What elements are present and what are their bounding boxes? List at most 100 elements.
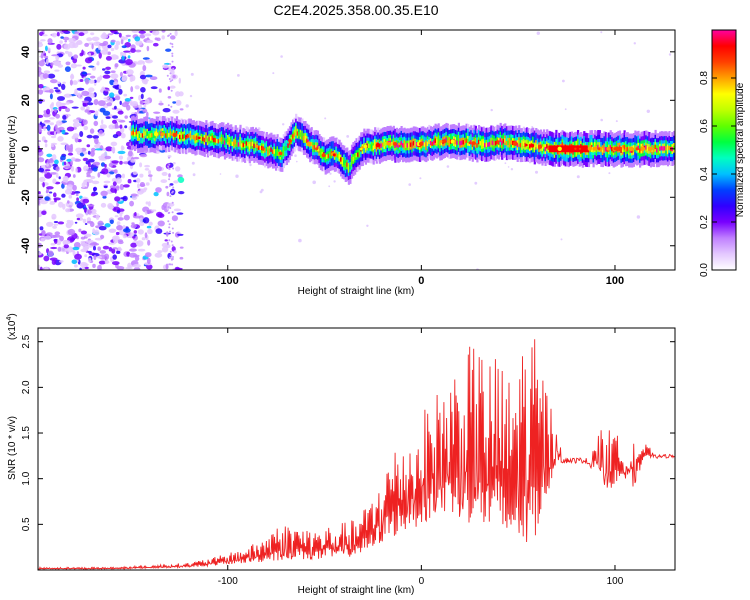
- spectrogram-noise-blob: [80, 230, 87, 235]
- spectrogram-noise-blob: [62, 115, 67, 120]
- spectrogram-noise-dot: [171, 43, 174, 46]
- spectrogram-noise-blob: [98, 155, 106, 160]
- spectrogram-noise-blob: [77, 92, 81, 98]
- spectrogram-noise-blob: [81, 100, 89, 104]
- spectrogram-noise-blob: [76, 87, 85, 91]
- spectrogram-noise-blob: [39, 266, 43, 270]
- spectrogram-ridge-cell: [459, 141, 462, 146]
- spectrogram-noise-dot: [329, 172, 332, 175]
- spectrogram-noise-blob: [123, 228, 131, 233]
- spectrogram-noise-blob: [93, 229, 100, 236]
- spectrogram-ridge-cell: [251, 141, 254, 147]
- spectrogram-noise-blob: [133, 230, 137, 234]
- spectrogram-noise-dot: [328, 185, 331, 188]
- spectrogram-noise-dot: [333, 180, 336, 183]
- spectrogram-noise-blob: [177, 233, 184, 236]
- spectrogram-noise-blob: [65, 144, 70, 151]
- colorbar-tick-label: 0.0: [699, 263, 710, 277]
- spectrogram-noise-blob: [57, 221, 65, 225]
- spectrogram-noise-blob: [44, 196, 50, 201]
- spectrogram-ridge-cell: [481, 142, 484, 147]
- spectrogram-noise-blob: [83, 165, 89, 172]
- spectrogram-noise-blob: [60, 36, 64, 39]
- spectrogram-ridge-cell: [436, 139, 439, 144]
- spectrogram-noise-blob: [117, 110, 124, 115]
- spectrogram-noise-blob: [133, 215, 142, 219]
- spectrogram-noise-blob: [55, 30, 61, 33]
- spectrogram-noise-blob: [127, 55, 131, 59]
- spectrogram-noise-blob: [123, 184, 130, 188]
- spectrogram-noise-blob: [88, 87, 95, 92]
- spectrogram-noise-blob: [109, 219, 114, 225]
- spectrogram-noise-blob: [38, 140, 41, 143]
- spectrogram-ridge-peak: [597, 147, 601, 151]
- spectrogram-ridge-cell: [426, 141, 429, 146]
- spectrogram-ridge-cell: [268, 148, 271, 153]
- spectrogram-noise-blob: [92, 161, 101, 166]
- spectrogram-ridge-peak: [525, 143, 528, 147]
- spectrogram-noise-blob: [57, 136, 64, 142]
- spectrogram-noise-blob: [42, 34, 48, 37]
- spectrogram-ridge-cell: [346, 162, 349, 167]
- spectrogram-noise-blob: [87, 161, 91, 168]
- spectrogram-noise-blob: [63, 179, 69, 183]
- spectrogram-noise-blob: [100, 162, 106, 167]
- spectrogram-noise-blob: [155, 187, 162, 193]
- spectrogram-noise-blob: [137, 248, 146, 252]
- spectrogram-ridge-cell: [434, 138, 437, 143]
- spectrogram-noise-dot: [282, 123, 285, 126]
- spectrogram-noise-blob: [61, 183, 65, 189]
- spectrogram-ridge-cell: [454, 139, 457, 145]
- spectrogram-ridge-cell: [521, 142, 524, 148]
- spectrogram-noise-blob: [117, 150, 126, 155]
- spectrogram-ridge-cell: [381, 142, 385, 147]
- spectrogram-noise-blob: [68, 42, 76, 49]
- spectrogram-noise-blob: [50, 144, 55, 147]
- spectrogram-noise-blob: [98, 44, 101, 50]
- spectrogram-ridge-cell: [544, 146, 547, 152]
- spectrogram-noise-blob: [60, 142, 68, 146]
- spectrogram-noise-blob: [160, 179, 168, 184]
- spectrogram-noise-blob: [116, 250, 121, 254]
- spectrogram-noise-blob: [38, 128, 43, 133]
- spectrogram-noise-blob: [154, 37, 158, 41]
- spectrogram-noise-blob: [113, 237, 119, 244]
- spectrogram-noise-blob: [72, 174, 76, 178]
- spectrogram-noise-blob: [119, 100, 122, 105]
- spectrogram-ridge-cell: [352, 156, 355, 162]
- spectrogram-noise-blob: [42, 73, 49, 79]
- spectrogram-noise-blob: [139, 221, 145, 226]
- spectrogram-noise-blob: [65, 101, 70, 105]
- spectrogram-noise-blob: [82, 157, 89, 162]
- spectrogram-noise-blob: [129, 96, 134, 99]
- spectrogram-noise-blob: [122, 52, 127, 57]
- spectrogram-ridge-cell: [306, 138, 309, 143]
- spectrogram-ridge-peak: [447, 140, 450, 143]
- spectrogram-ridge-cell: [141, 133, 144, 138]
- spectrogram-ridge-cell: [634, 145, 637, 150]
- spectrogram-ridge-cell: [479, 141, 482, 146]
- spectrogram-ridge-cell: [457, 137, 460, 142]
- spectrogram-noise-dot: [168, 226, 171, 229]
- spectrogram-ridge-peak: [471, 141, 476, 146]
- spectrogram-ridge-cell: [490, 140, 493, 145]
- spectrogram-noise-blob: [161, 171, 168, 176]
- spectrogram-noise-blob: [47, 38, 53, 44]
- spectrogram-noise-blob: [131, 30, 140, 34]
- spectrogram-ridge-cell: [620, 148, 623, 153]
- spectrogram-noise-blob: [45, 45, 48, 52]
- spectrogram-noise-blob: [102, 195, 107, 199]
- spectrogram-noise-blob: [72, 119, 79, 123]
- spectrogram-noise-blob: [83, 125, 89, 131]
- spectrogram-ridge-cell: [288, 140, 292, 146]
- spectrogram-noise-dot: [169, 42, 172, 45]
- spectrogram-noise-blob: [54, 89, 61, 93]
- spectrogram-noise-blob: [107, 51, 111, 56]
- spectrogram-noise-blob: [46, 221, 54, 227]
- spectrogram-ridge-cell: [134, 131, 137, 137]
- spectrogram-noise-blob: [68, 37, 76, 44]
- snr-y-tick-label: 2.5: [21, 334, 32, 348]
- spectrogram-noise-blob: [40, 39, 46, 42]
- spectrogram-noise-blob: [157, 220, 165, 227]
- spectrogram-noise-blob: [135, 240, 144, 247]
